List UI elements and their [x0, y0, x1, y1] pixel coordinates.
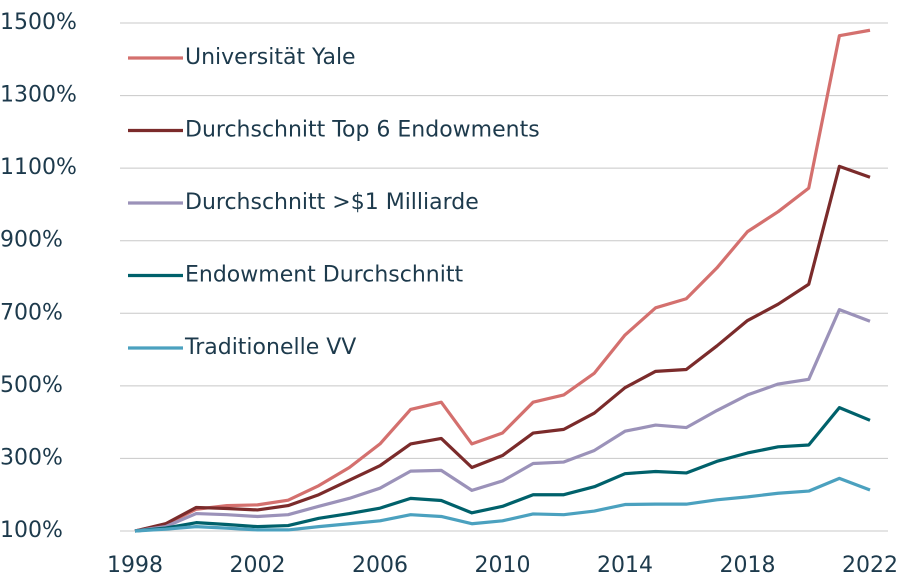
x-tick-label: 2010 [475, 553, 531, 578]
series-line [134, 164, 871, 533]
y-tick-label: 500% [0, 373, 63, 398]
y-tick-label: 900% [0, 228, 63, 253]
y-tick-label: 1100% [0, 155, 77, 180]
y-tick-label: 1300% [0, 83, 77, 108]
x-tick-label: 2018 [720, 553, 776, 578]
x-tick-label: 2014 [597, 553, 653, 578]
legend-label: Endowment Durchschnitt [185, 263, 463, 288]
y-tick-label: 700% [0, 300, 63, 325]
x-tick-label: 2002 [230, 553, 286, 578]
series-line [134, 406, 871, 533]
series-line [134, 308, 871, 533]
legend-label: Universität Yale [185, 45, 356, 70]
y-tick-label: 1500% [0, 10, 77, 35]
y-tick-label: 100% [0, 518, 63, 543]
series-line [134, 476, 871, 533]
series-line [134, 28, 871, 533]
x-tick-label: 2022 [842, 553, 898, 578]
x-tick-label: 2006 [352, 553, 408, 578]
x-tick-label: 1998 [107, 553, 163, 578]
legend-label: Durchschnitt >$1 Milliarde [185, 190, 479, 215]
legend-label: Durchschnitt Top 6 Endowments [185, 118, 540, 143]
legend-label: Traditionelle VV [184, 335, 356, 360]
y-tick-label: 300% [0, 445, 63, 470]
